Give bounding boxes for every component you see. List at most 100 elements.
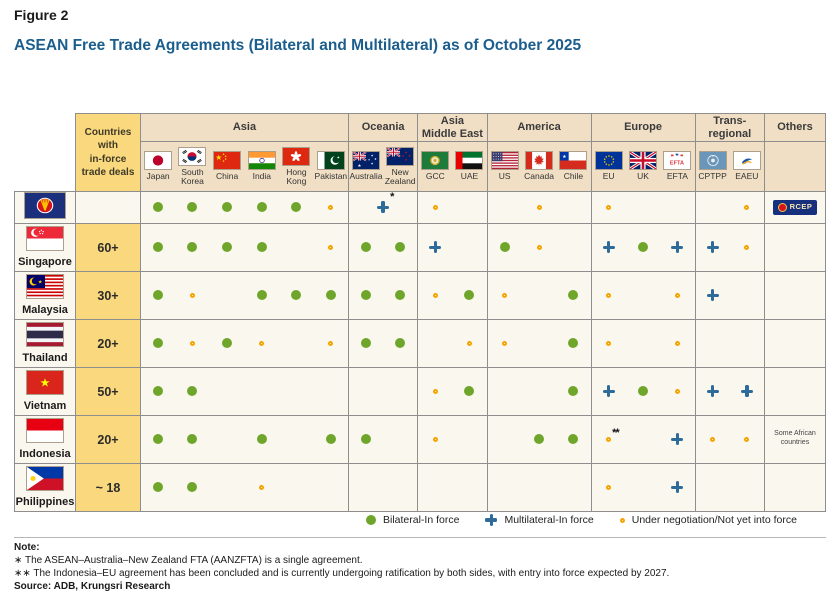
multilateral-in-force-marker <box>602 241 615 254</box>
cell-vietnam-us <box>487 367 522 416</box>
cell-malaysia-others <box>764 271 826 320</box>
legend-label: Under negotiation/Not yet into force <box>631 514 797 526</box>
cell-asean-us <box>487 191 522 224</box>
under-negotiation-marker <box>259 340 265 346</box>
column-header-us: US <box>487 141 522 192</box>
row-header-vietnam: ★ Vietnam <box>14 367 76 416</box>
bilateral-in-force-marker <box>222 338 233 349</box>
cell-indonesia-japan <box>140 415 176 464</box>
cell-vietnam-hong_kong <box>279 367 314 416</box>
cell-vietnam-eu <box>591 367 626 416</box>
gcc-flag-icon <box>421 151 450 171</box>
column-header-pakistan: ★ Pakistan <box>313 141 349 192</box>
note-heading: Note: <box>14 542 40 553</box>
under-negotiation-marker <box>710 436 716 442</box>
bilateral-in-force-marker <box>568 386 579 397</box>
cell-malaysia-pakistan <box>313 271 349 320</box>
bilateral-in-force-marker <box>256 242 267 253</box>
cell-malaysia-us <box>487 271 522 320</box>
uk-flag-icon <box>629 151 658 171</box>
footnote-asterisk: * <box>390 191 394 204</box>
table-row-malaysia: ★ Malaysia 30+ <box>14 271 826 320</box>
bilateral-in-force-marker <box>153 482 164 493</box>
under-negotiation-marker <box>432 436 438 442</box>
cell-indonesia-china <box>209 415 245 464</box>
bilateral-in-force-marker <box>361 338 372 349</box>
note-block: Note: ∗ The ASEAN–Australia–New Zealand … <box>14 541 669 593</box>
multilateral-in-force-marker <box>429 241 442 254</box>
bilateral-in-force-marker <box>291 202 302 213</box>
cell-asean-china <box>209 191 245 224</box>
deal-count-thailand: 20+ <box>75 319 141 368</box>
column-label: Japan <box>146 171 170 182</box>
cell-thailand-chile <box>556 319 592 368</box>
eaeu-flag-icon <box>732 151 761 171</box>
cell-thailand-canada <box>521 319 557 368</box>
row-header-asean <box>14 191 76 224</box>
rcep-label: RCEP <box>789 202 813 212</box>
multilateral-in-force-marker <box>740 385 753 398</box>
cell-thailand-eaeu <box>729 319 765 368</box>
cell-asean-hong_kong <box>279 191 314 224</box>
cell-thailand-eu <box>591 319 626 368</box>
column-header-hong_kong: Hong Kong <box>279 141 314 192</box>
svg-text:★: ★ <box>215 153 222 162</box>
cell-asean-efta <box>660 191 696 224</box>
bilateral-in-force-marker <box>256 290 267 301</box>
cell-philippines-canada <box>521 463 557 512</box>
pk-flag-icon: ★ <box>316 151 345 171</box>
multilateral-in-force-marker <box>671 433 684 446</box>
cell-asean-australia-new_zealand: * <box>348 191 419 224</box>
multilateral-in-force-marker <box>706 385 719 398</box>
corner-header: Countries with in-force trade deals <box>75 113 141 192</box>
bilateral-in-force-marker <box>153 202 164 213</box>
under-negotiation-marker <box>744 204 750 210</box>
cell-malaysia-cptpp <box>695 271 730 320</box>
cell-asean-japan <box>140 191 176 224</box>
cell-vietnam-eaeu <box>729 367 765 416</box>
column-label: GCC <box>425 171 445 182</box>
cell-indonesia-canada <box>521 415 557 464</box>
under-negotiation-marker <box>606 436 612 442</box>
cell-indonesia-gcc <box>417 415 453 464</box>
cell-asean-others: RCEP <box>764 191 826 224</box>
bilateral-in-force-marker <box>325 290 336 301</box>
cell-indonesia-south_korea <box>175 415 210 464</box>
cell-malaysia-uk <box>625 271 661 320</box>
column-label: Pakistan <box>314 171 348 182</box>
cell-indonesia-uae <box>452 415 488 464</box>
bilateral-in-force-marker <box>153 290 164 301</box>
cell-asean-chile <box>556 191 592 224</box>
bilateral-in-force-marker <box>638 386 649 397</box>
bilateral-in-force-marker <box>395 242 406 253</box>
deal-count-indonesia: 20+ <box>75 415 141 464</box>
row-header-malaysia: ★ Malaysia <box>14 271 76 320</box>
cell-asean-india <box>244 191 280 224</box>
cell-singapore-efta <box>660 223 696 272</box>
cell-thailand-pakistan <box>313 319 349 368</box>
svg-text:★: ★ <box>563 154 567 160</box>
cell-malaysia-new_zealand <box>383 271 419 320</box>
cell-thailand-efta <box>660 319 696 368</box>
column-header-chile: ★ Chile <box>556 141 592 192</box>
cell-indonesia-efta <box>660 415 696 464</box>
cell-vietnam-china <box>209 367 245 416</box>
table-row-singapore: Singapore 60+ <box>14 223 826 272</box>
multilateral-in-force-marker <box>706 241 719 254</box>
bilateral-in-force-marker <box>499 242 510 253</box>
under-negotiation-marker <box>536 204 542 210</box>
bilateral-in-force-marker <box>638 242 649 253</box>
group-header-america: America <box>487 113 592 142</box>
column-header-cptpp: CPTPP <box>695 141 730 192</box>
cell-singapore-uae <box>452 223 488 272</box>
column-label: CPTPP <box>698 171 727 182</box>
column-label: India <box>252 171 272 182</box>
legend-label: Multilateral-In force <box>504 514 594 526</box>
svg-text:★: ★ <box>371 154 374 158</box>
cell-vietnam-pakistan <box>313 367 349 416</box>
cell-thailand-cptpp <box>695 319 730 368</box>
cell-philippines-eaeu <box>729 463 765 512</box>
note-item-2: ∗∗ The Indonesia–EU agreement has been c… <box>14 568 670 579</box>
cell-thailand-india <box>244 319 280 368</box>
row-header-indonesia: Indonesia <box>14 415 76 464</box>
